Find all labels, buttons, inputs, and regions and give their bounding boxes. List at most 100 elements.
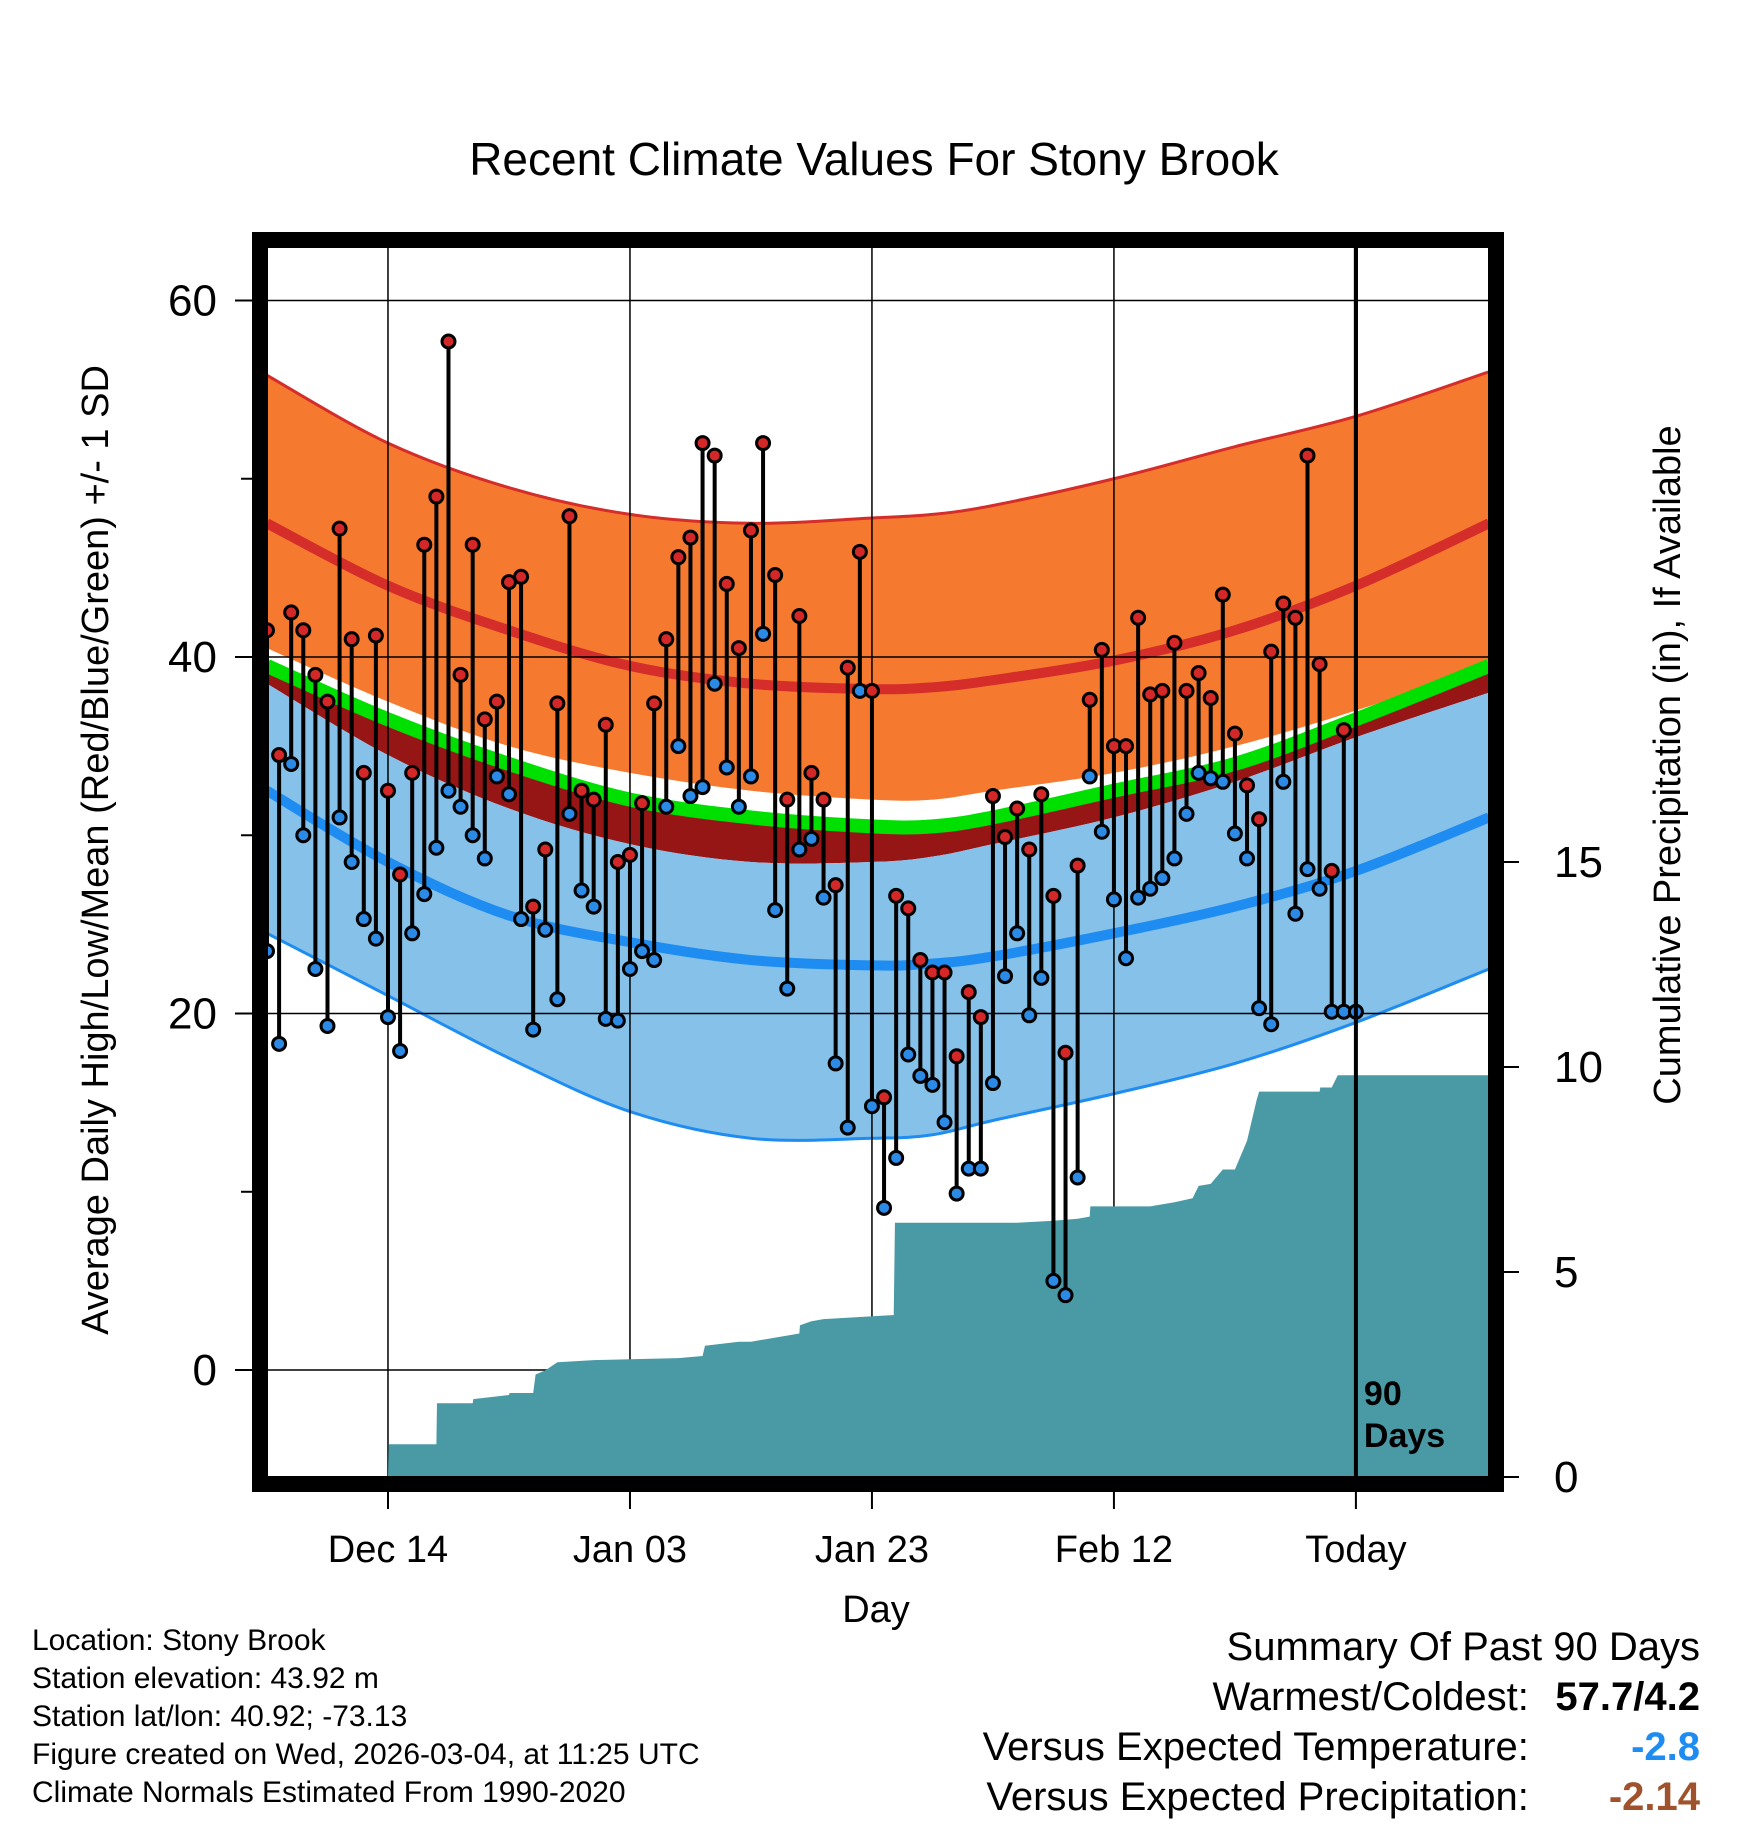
daily-low-point xyxy=(488,768,505,785)
daily-low-point xyxy=(416,886,433,903)
summary-warm-cold: Warmest/Coldest: 57.7/4.2 xyxy=(983,1672,1701,1722)
y2-tick-label: 15 xyxy=(1554,838,1603,887)
daily-high-point xyxy=(476,711,493,728)
daily-low-point xyxy=(827,1055,844,1072)
daily-low-point xyxy=(404,925,421,942)
daily-low-point xyxy=(343,854,360,870)
x-tick-label: Jan 03 xyxy=(573,1529,687,1571)
daily-low-point xyxy=(863,1098,880,1115)
daily-high-point xyxy=(803,764,820,781)
daily-low-point xyxy=(513,911,530,928)
daily-high-point xyxy=(428,488,445,505)
chart-title: Recent Climate Values For Stony Brook xyxy=(469,133,1280,185)
daily-low-point xyxy=(1299,861,1316,878)
footer-normals: Climate Normals Estimated From 1990-2020 xyxy=(32,1776,626,1809)
x-tick-label: Today xyxy=(1305,1529,1406,1571)
daily-low-point xyxy=(1178,805,1195,822)
daily-low-point xyxy=(464,827,481,844)
normal-high-upper-edge xyxy=(267,370,1489,525)
daily-high-point xyxy=(779,791,796,808)
daily-low-point xyxy=(367,930,384,947)
daily-high-point xyxy=(997,829,1014,846)
daily-low-point xyxy=(1263,1016,1280,1033)
daily-high-point xyxy=(319,693,336,710)
daily-low-point xyxy=(379,1009,396,1026)
daily-high-point xyxy=(634,795,651,812)
daily-low-point xyxy=(609,1012,626,1029)
daily-low-point xyxy=(755,625,772,642)
daily-high-point xyxy=(682,529,699,546)
precip-departure-value: -2.14 xyxy=(1608,1775,1700,1819)
daily-high-point xyxy=(948,1048,965,1065)
daily-high-point xyxy=(585,791,602,808)
footer-elevation: Station elevation: 43.92 m xyxy=(32,1662,379,1695)
y-tick-label: 0 xyxy=(193,1346,217,1395)
normal-low-line xyxy=(267,786,1489,971)
daily-high-point xyxy=(912,952,929,969)
daily-low-point xyxy=(803,830,820,847)
daily-high-point xyxy=(791,608,808,624)
normal-high-line xyxy=(267,518,1489,695)
daily-high-point xyxy=(960,984,977,1001)
window-label-days: Days xyxy=(1364,1417,1445,1455)
daily-high-point xyxy=(295,622,312,639)
daily-high-point xyxy=(452,666,469,683)
daily-high-point xyxy=(863,682,880,699)
temp-departure-value: -2.8 xyxy=(1631,1725,1700,1769)
daily-high-point xyxy=(900,900,917,917)
daily-high-point xyxy=(271,747,288,764)
precip-departure-label: Versus Expected Precipitation: xyxy=(986,1775,1529,1819)
daily-low-point xyxy=(900,1046,917,1063)
plot-area: 90 Days xyxy=(267,247,1489,1477)
daily-low-point xyxy=(355,911,372,928)
daily-low-point xyxy=(573,882,590,899)
daily-low-point xyxy=(670,738,687,755)
daily-low-point xyxy=(1033,969,1050,986)
daily-high-point xyxy=(1154,682,1171,699)
daily-low-point xyxy=(839,1119,856,1136)
daily-low-point xyxy=(271,1035,288,1052)
daily-high-point xyxy=(1009,800,1026,817)
daily-high-point xyxy=(1287,609,1304,626)
window-label-number: 90 xyxy=(1364,1375,1402,1413)
daily-high-point xyxy=(1021,841,1038,858)
daily-high-point xyxy=(1251,811,1268,828)
daily-low-point xyxy=(500,786,517,803)
warm-cold-label: Warmest/Coldest: xyxy=(1212,1675,1529,1719)
daily-high-point xyxy=(1263,643,1280,660)
daily-low-point xyxy=(1239,850,1256,867)
daily-high-point xyxy=(936,964,953,981)
daily-high-point xyxy=(464,536,481,553)
daily-high-point xyxy=(537,841,554,858)
daily-high-point xyxy=(888,887,905,904)
daily-low-point xyxy=(1118,950,1135,967)
y2-tick-label: 0 xyxy=(1554,1453,1578,1502)
daily-low-point xyxy=(658,798,675,815)
daily-low-point xyxy=(1009,925,1026,942)
daily-low-point xyxy=(815,889,832,906)
warm-cold-value: 57.7/4.2 xyxy=(1555,1675,1700,1719)
daily-low-point xyxy=(1251,1000,1268,1017)
daily-low-point xyxy=(1093,823,1110,840)
daily-low-point xyxy=(972,1160,989,1177)
daily-high-point xyxy=(876,1089,893,1106)
daily-low-point xyxy=(267,943,275,960)
daily-low-point xyxy=(767,902,784,919)
daily-high-point xyxy=(440,333,457,350)
y-tick-label: 40 xyxy=(168,633,217,682)
daily-high-point xyxy=(1118,738,1135,755)
daily-high-point xyxy=(767,567,784,583)
daily-low-point xyxy=(948,1185,965,1202)
daily-high-point xyxy=(1033,786,1050,803)
daily-high-point xyxy=(1335,722,1352,739)
daily-low-point xyxy=(646,952,663,969)
daily-high-point xyxy=(755,435,772,452)
x-axis-label: Day xyxy=(842,1589,910,1631)
daily-high-point xyxy=(1299,447,1316,464)
daily-low-point xyxy=(791,841,808,858)
daily-low-point xyxy=(1154,870,1171,887)
daily-high-point xyxy=(742,522,759,539)
daily-high-point xyxy=(488,693,505,710)
daily-high-point xyxy=(1214,586,1231,603)
daily-low-point xyxy=(561,805,578,822)
